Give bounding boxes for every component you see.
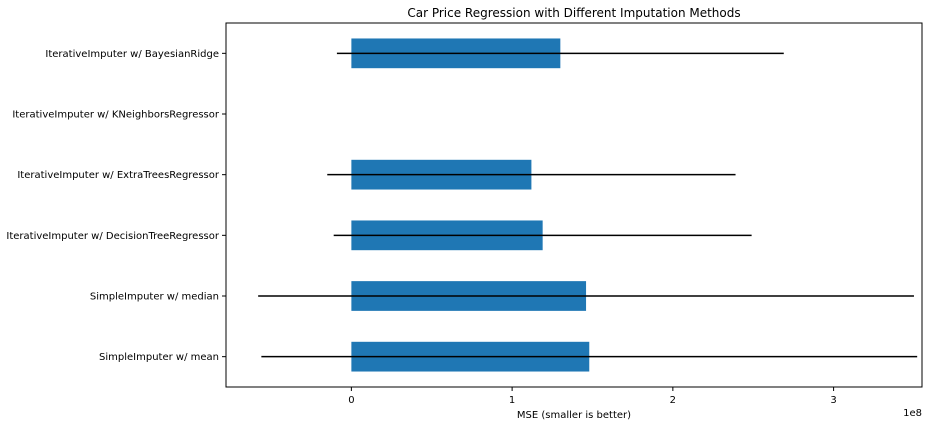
x-tick-label: 0 xyxy=(348,395,354,406)
x-axis-ticks: 0 1 2 3 xyxy=(348,387,837,406)
error-bars-layer xyxy=(258,52,918,358)
plot-area-frame xyxy=(225,22,923,388)
x-axis-scale-label: 1e8 xyxy=(903,408,922,419)
x-tick-label: 2 xyxy=(670,395,676,406)
y-tick-label: SimpleImputer w/ mean xyxy=(99,352,219,363)
x-tick-label: 1 xyxy=(509,395,515,406)
x-tick-label: 3 xyxy=(830,395,836,406)
chart-title: Car Price Regression with Different Impu… xyxy=(407,6,740,20)
y-tick-label: IterativeImputer w/ BayesianRidge xyxy=(45,49,219,60)
y-tick-label: IterativeImputer w/ ExtraTreesRegressor xyxy=(17,170,220,181)
y-tick-label: IterativeImputer w/ DecisionTreeRegresso… xyxy=(6,231,219,242)
y-tick-label: SimpleImputer w/ median xyxy=(90,292,219,303)
x-axis-label: MSE (smaller is better) xyxy=(517,410,631,421)
y-tick-label: IterativeImputer w/ KNeighborsRegressor xyxy=(12,110,220,121)
y-axis-ticks: IterativeImputer w/ BayesianRidge Iterati… xyxy=(6,49,226,363)
bars-layer xyxy=(351,38,590,372)
